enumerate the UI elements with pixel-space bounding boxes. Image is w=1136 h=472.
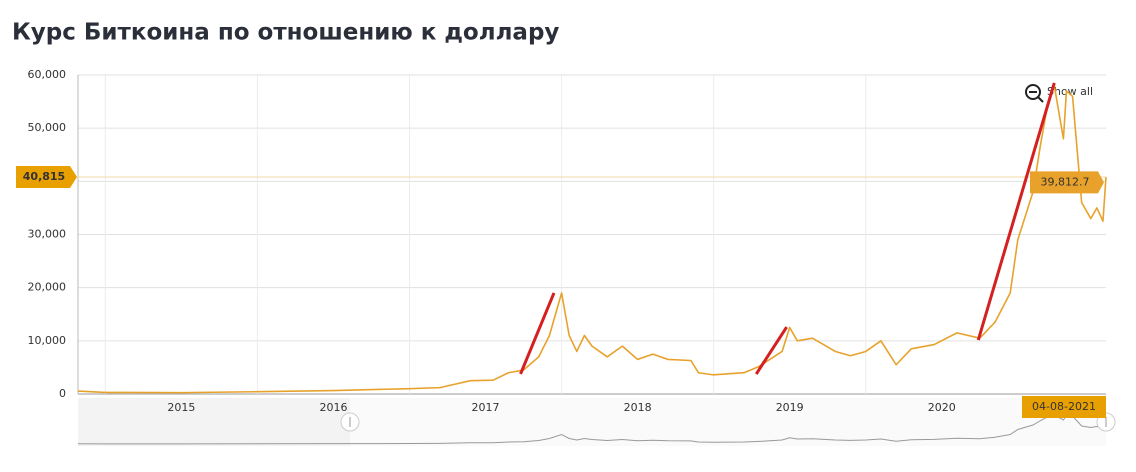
price-line <box>77 84 1107 394</box>
navigator-date-tag <box>1022 396 1106 418</box>
trend-line <box>519 292 556 375</box>
x-tick-label: 2017 <box>472 401 500 414</box>
x-tick-label: 2020 <box>928 401 956 414</box>
trend-line <box>754 326 788 375</box>
chart-title: Курс Биткоина по отношению к доллару <box>12 20 559 46</box>
navigator-range[interactable] <box>350 398 1106 446</box>
zoom-icon-handle <box>1037 96 1044 103</box>
crosshair-label: 40,815 <box>23 170 65 183</box>
x-tick-label: 2015 <box>167 401 195 414</box>
x-tick-label: 2016 <box>319 401 347 414</box>
last-value-tag <box>1030 171 1104 194</box>
last-value-label: 39,812.7 <box>1041 175 1090 188</box>
y-tick-label: 60,000 <box>28 68 67 81</box>
y-tick-label: 50,000 <box>28 121 67 134</box>
crosshair-tag <box>16 166 77 189</box>
trend-line <box>976 82 1056 341</box>
x-tick-label: 2018 <box>624 401 652 414</box>
y-tick-label: 0 <box>59 387 66 400</box>
y-tick-label: 10,000 <box>28 334 67 347</box>
y-tick-label: 30,000 <box>28 228 67 241</box>
x-tick-label: 2019 <box>776 401 804 414</box>
y-tick-label: 20,000 <box>28 281 67 294</box>
navigator-date: 04-08-2021 <box>1032 400 1096 413</box>
zoom-icon[interactable] <box>1025 84 1041 100</box>
show-all-button[interactable]: Show all <box>1047 85 1093 98</box>
